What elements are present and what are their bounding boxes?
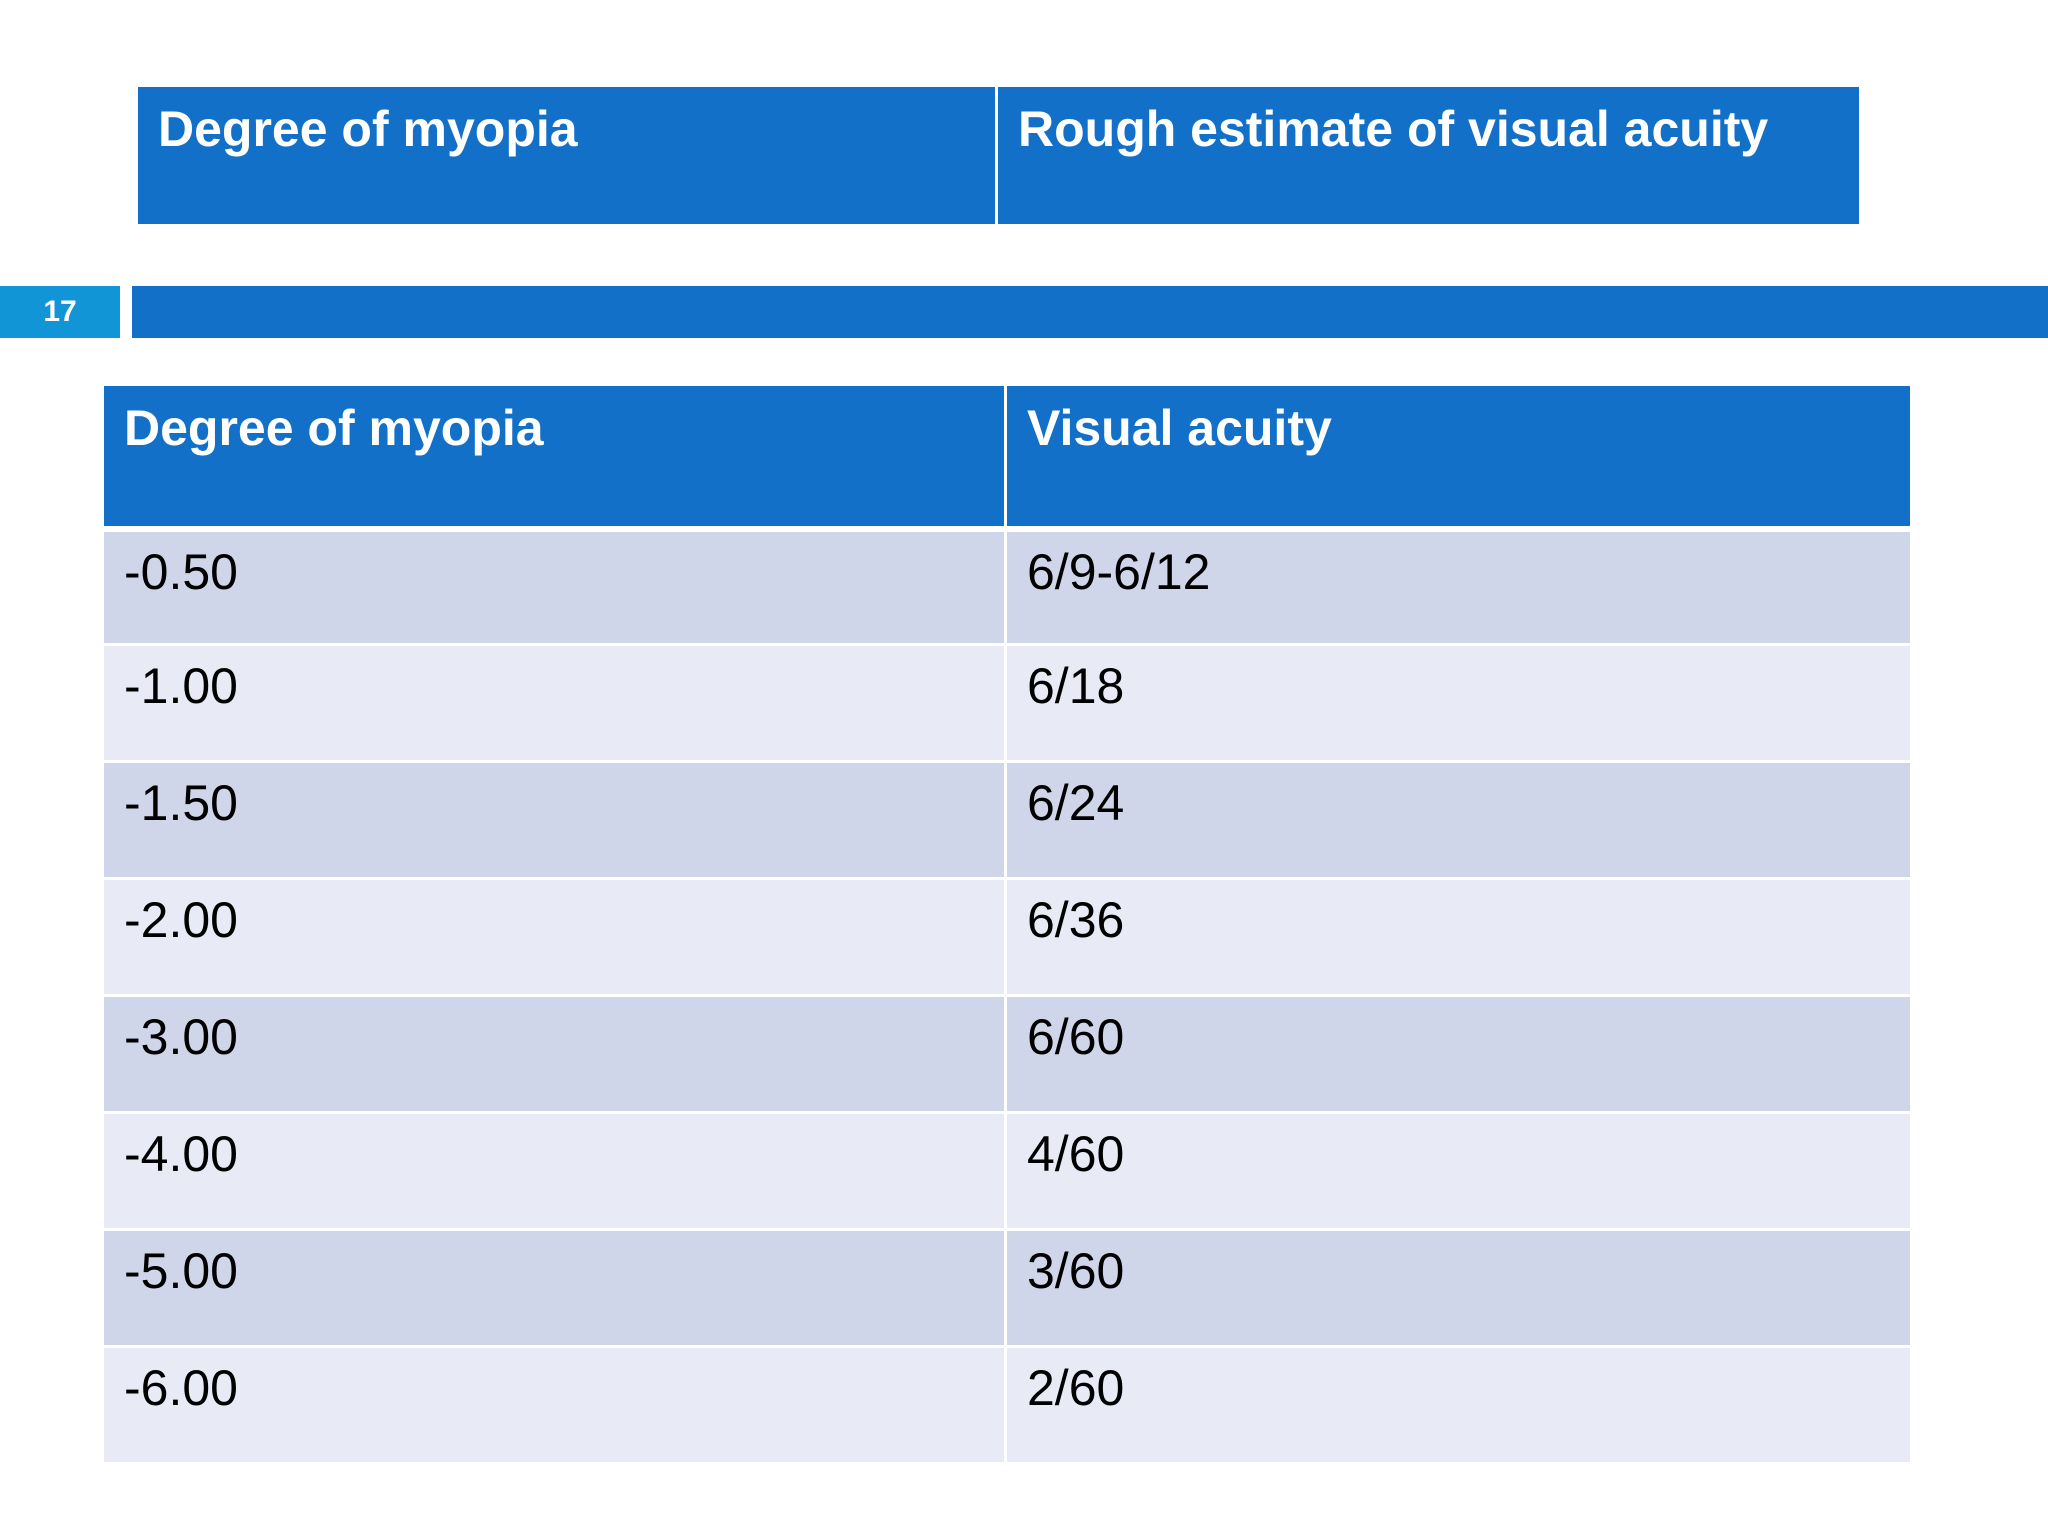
degree-cell: -6.00 <box>104 1348 1007 1462</box>
top-table-header-degree-of-myopia: Degree of myopia <box>138 87 998 224</box>
degree-cell: -2.00 <box>104 880 1007 994</box>
degree-cell: -1.00 <box>104 646 1007 760</box>
degree-cell: -5.00 <box>104 1231 1007 1345</box>
top-table-header-rough-estimate: Rough estimate of visual acuity <box>998 87 1859 224</box>
table-row: -2.00 6/36 <box>104 877 1910 994</box>
acuity-cell: 6/24 <box>1007 763 1910 877</box>
title-accent-bar <box>132 286 2048 338</box>
acuity-cell: 2/60 <box>1007 1348 1910 1462</box>
table-row: -1.50 6/24 <box>104 760 1910 877</box>
degree-cell: -4.00 <box>104 1114 1007 1228</box>
table-row: -5.00 3/60 <box>104 1228 1910 1345</box>
table-row: -0.50 6/9-6/12 <box>104 526 1910 643</box>
myopia-visual-acuity-table: Degree of myopia Visual acuity -0.50 6/9… <box>104 386 1910 1462</box>
degree-cell: -1.50 <box>104 763 1007 877</box>
acuity-cell: 3/60 <box>1007 1231 1910 1345</box>
table-row: -4.00 4/60 <box>104 1111 1910 1228</box>
degree-cell: -3.00 <box>104 997 1007 1111</box>
column-header-visual-acuity: Visual acuity <box>1007 386 1910 526</box>
acuity-cell: 6/60 <box>1007 997 1910 1111</box>
acuity-cell: 6/18 <box>1007 646 1910 760</box>
column-header-degree-of-myopia: Degree of myopia <box>104 386 1007 526</box>
acuity-cell: 4/60 <box>1007 1114 1910 1228</box>
acuity-cell: 6/9-6/12 <box>1007 532 1910 643</box>
table-row: -1.00 6/18 <box>104 643 1910 760</box>
table-row: -3.00 6/60 <box>104 994 1910 1111</box>
degree-cell: -0.50 <box>104 532 1007 643</box>
table-header-row: Degree of myopia Visual acuity <box>104 386 1910 526</box>
slide-number: 17 <box>0 286 120 338</box>
acuity-cell: 6/36 <box>1007 880 1910 994</box>
top-table-header-row: Degree of myopia Rough estimate of visua… <box>138 87 1859 224</box>
table-row: -6.00 2/60 <box>104 1345 1910 1462</box>
